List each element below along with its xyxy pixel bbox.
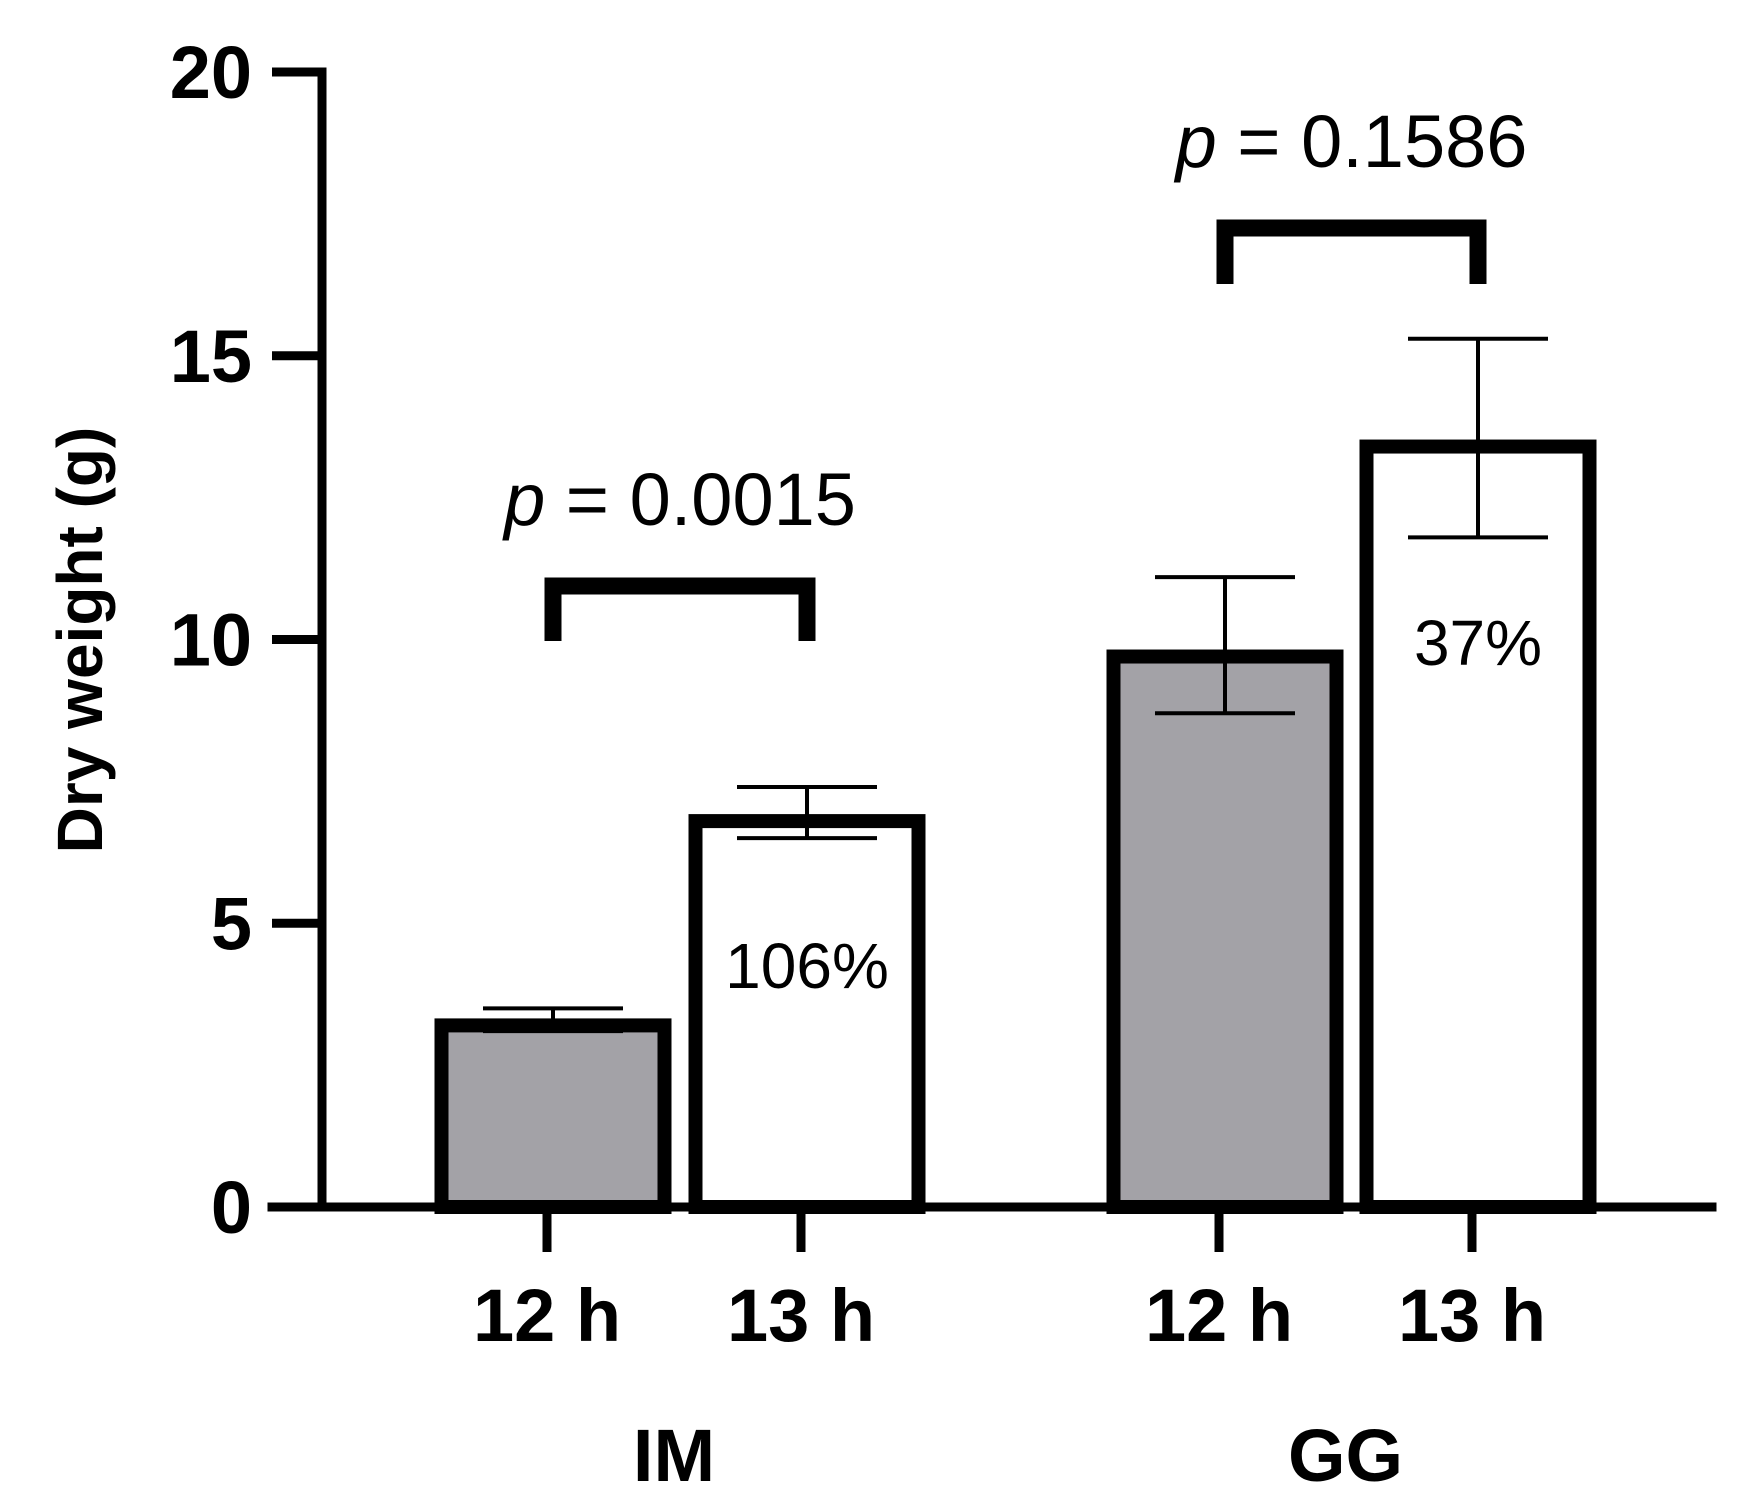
y-axis-label-group: Dry weight (g)	[44, 427, 116, 854]
x-tick-label: 13 h	[727, 1274, 875, 1357]
bars-layer	[434, 439, 1597, 1215]
bar	[434, 1018, 672, 1215]
p-value-symbol: p	[502, 458, 545, 541]
y-tick-label: 5	[211, 882, 252, 965]
x-tick-label: 12 h	[473, 1274, 621, 1357]
p-value-text: = 0.0015	[545, 458, 856, 541]
p-value-label: p = 0.0015	[502, 458, 856, 541]
error-bars-layer	[483, 336, 1548, 1034]
y-axis-label: Dry weight (g)	[44, 427, 116, 854]
p-value-label: p = 0.1586	[1174, 100, 1528, 183]
y-axis-ticks: 0 5 10 15 20	[170, 31, 322, 1249]
y-tick-label: 10	[170, 599, 252, 682]
bar	[688, 814, 926, 1214]
x-tick-label: 13 h	[1398, 1274, 1546, 1357]
bar-percentage-label: 106%	[725, 930, 889, 1002]
bar	[1106, 649, 1344, 1214]
y-tick-label: 20	[170, 31, 252, 114]
significance-bracket	[1216, 219, 1487, 284]
annotations-layer: 106% p = 0.0015 37% p = 0.1586	[502, 100, 1542, 1002]
y-tick-label: 15	[170, 315, 252, 398]
p-value-symbol: p	[1174, 100, 1217, 183]
x-tick-label: 12 h	[1145, 1274, 1293, 1357]
p-value-text: = 0.1586	[1217, 100, 1528, 183]
group-label: IM	[633, 1414, 715, 1497]
bar	[1359, 439, 1597, 1214]
significance-bracket	[544, 577, 816, 641]
group-label: GG	[1288, 1414, 1403, 1497]
y-tick-label: 0	[211, 1166, 252, 1249]
bar-percentage-label: 37%	[1414, 607, 1542, 679]
